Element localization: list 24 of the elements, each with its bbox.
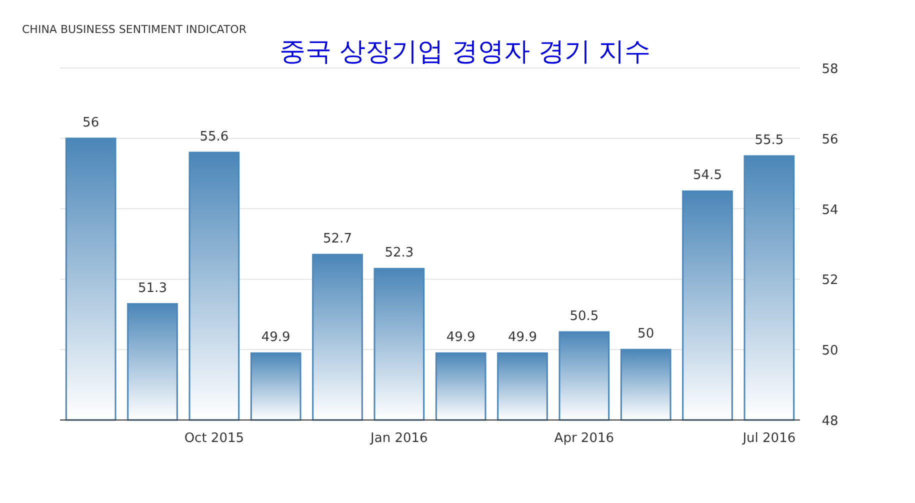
data-label: 55.6 <box>200 129 229 144</box>
data-label: 50.5 <box>570 309 599 324</box>
data-label: 52.7 <box>323 232 352 247</box>
data-label: 49.9 <box>446 330 476 346</box>
y-tick-label: 48 <box>822 414 838 429</box>
y-tick-label: 54 <box>822 202 838 218</box>
x-tick-label: Oct 2015 <box>184 431 244 446</box>
y-tick-label: 56 <box>822 132 838 148</box>
data-label: 51.3 <box>138 280 167 296</box>
chart-subtitle: 중국 상장기업 경영자 경기 지수 <box>279 37 651 67</box>
y-tick-label: 58 <box>822 62 838 77</box>
y-tick-label: 50 <box>822 344 838 359</box>
data-label: 49.9 <box>508 330 537 346</box>
data-label: 52.3 <box>384 246 414 261</box>
y-tick-label: 52 <box>822 273 838 288</box>
data-label: 55.5 <box>754 133 784 148</box>
data-label: 56 <box>82 115 100 130</box>
data-label: 50 <box>638 326 654 342</box>
chart-title: CHINA BUSINESS SENTIMENT INDICATOR <box>22 23 247 36</box>
x-tick-label: Apr 2016 <box>554 431 614 446</box>
data-label: 49.9 <box>261 330 290 346</box>
x-tick-label: Jan 2016 <box>370 431 428 446</box>
data-label: 54.5 <box>693 168 722 184</box>
x-tick-label: Jul 2016 <box>742 431 796 446</box>
